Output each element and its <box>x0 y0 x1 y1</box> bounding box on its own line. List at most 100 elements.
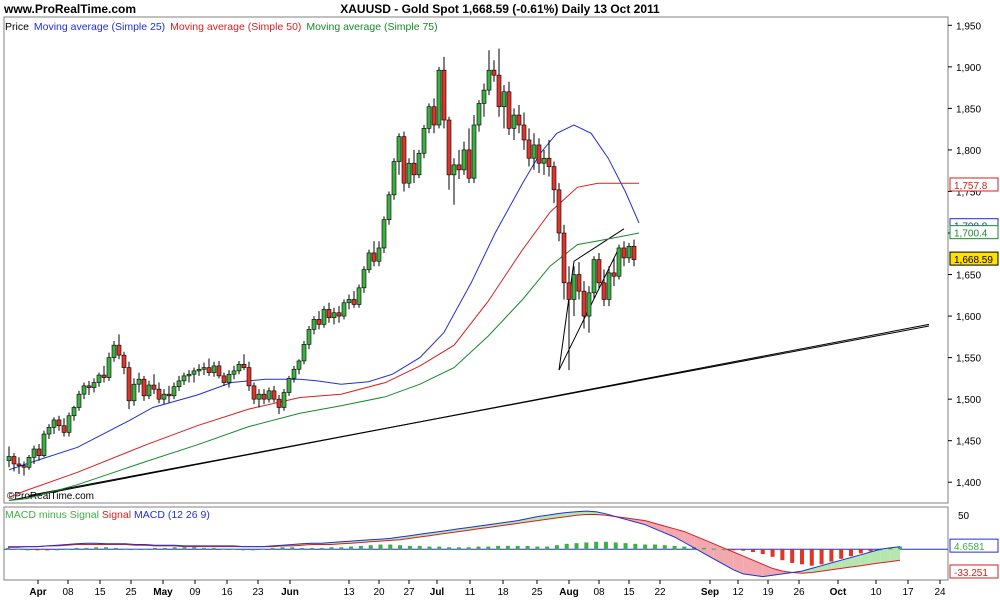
macd-hist-bar <box>162 547 167 550</box>
macd-hist-bar <box>55 549 60 551</box>
macd-hist-bar <box>790 549 795 563</box>
candle <box>106 352 112 381</box>
candle-body <box>341 302 347 317</box>
candle <box>286 375 292 396</box>
macd-hist-bar <box>202 547 207 550</box>
candle <box>306 326 312 350</box>
candle <box>336 306 342 323</box>
candle <box>161 389 167 405</box>
signal-value-tag: -33.251 <box>954 568 988 579</box>
macd-hist-bar <box>799 549 804 565</box>
candle <box>156 382 162 404</box>
macd-hist-bar <box>133 548 138 550</box>
macd-hist-bar <box>290 547 295 550</box>
candle-body <box>151 384 157 390</box>
candle-body <box>566 282 572 300</box>
x-tick-label: 16 <box>221 587 233 598</box>
candle <box>351 291 357 308</box>
candle-body <box>191 370 197 375</box>
x-tick-label: 24 <box>934 587 946 598</box>
candle-body <box>181 375 187 382</box>
macd-hist-bar <box>682 546 687 550</box>
candle <box>411 149 417 184</box>
macd-hist-bar <box>643 544 648 550</box>
y-tick-label: 1,400 <box>956 478 981 489</box>
x-tick-label: 13 <box>343 587 355 598</box>
candle-body <box>236 363 242 372</box>
candle <box>186 370 192 383</box>
candle <box>526 128 532 167</box>
macd-hist-bar <box>574 543 579 550</box>
candle-body <box>131 383 137 402</box>
price-panel-frame <box>3 16 949 504</box>
macd-hist-bar <box>123 548 128 550</box>
candle-body <box>221 375 227 383</box>
macd-legend: MACD minus Signal Signal MACD (12 26 9) <box>5 509 210 521</box>
x-tick-label: 20 <box>373 587 385 598</box>
candle <box>261 389 267 405</box>
macd-hist-bar <box>515 545 520 550</box>
candle-body <box>76 393 82 408</box>
macd-hist-bar <box>15 548 20 550</box>
ma50-value-tag: 1,757.8 <box>954 181 988 192</box>
candle-body <box>166 393 172 397</box>
y-tick-label: 1,650 <box>956 271 981 282</box>
candle <box>321 306 327 328</box>
candle <box>606 266 612 307</box>
legend-macd-hist: MACD minus Signal <box>5 509 99 521</box>
candle <box>221 372 227 386</box>
candle-body <box>511 114 517 129</box>
candle <box>381 216 387 253</box>
candle-body <box>116 344 122 356</box>
candle <box>591 256 597 300</box>
macd-hist-bar <box>829 549 834 562</box>
candle-body <box>606 272 612 300</box>
x-tick-label: 08 <box>593 587 605 598</box>
candle-body <box>141 378 147 397</box>
legend-ma50: Moving average (Simple 50) <box>170 21 302 33</box>
candle <box>386 191 392 225</box>
candle <box>466 128 472 184</box>
ma50-line <box>8 182 639 498</box>
x-tick-label: 25 <box>531 587 543 598</box>
candle-body <box>336 312 342 317</box>
candle-body <box>156 388 162 400</box>
macd-hist-bar <box>427 546 432 550</box>
candle-body <box>586 292 592 317</box>
candle-body <box>411 162 417 176</box>
candle <box>481 83 487 117</box>
x-tick-label: Apr <box>29 587 46 598</box>
candle-body <box>501 91 507 108</box>
x-tick-label: 15 <box>94 587 106 598</box>
candle <box>366 249 372 273</box>
macd-fill <box>743 556 753 576</box>
wedge-left-line <box>558 261 575 371</box>
candle-body <box>301 344 307 362</box>
candle-body <box>41 433 47 456</box>
candle-body <box>351 299 357 305</box>
candle <box>501 85 507 129</box>
candle <box>6 446 12 468</box>
candle-body <box>136 378 142 385</box>
candle <box>531 133 537 170</box>
macd-hist-bar <box>868 549 873 552</box>
candle-body <box>36 448 42 456</box>
candle <box>291 365 297 383</box>
y-tick-label: 1,600 <box>956 312 981 323</box>
macd-hist-bar <box>192 547 197 550</box>
macd-fill <box>880 547 891 563</box>
candle <box>131 378 137 406</box>
candle-body <box>386 194 392 221</box>
candle-body <box>581 290 587 317</box>
candle-body <box>201 367 207 370</box>
candle <box>26 454 32 470</box>
brand-text[interactable]: www.ProRealTime.com <box>4 2 137 16</box>
candle <box>136 372 142 393</box>
candle <box>596 252 602 290</box>
candle-body <box>451 164 457 176</box>
candle-body <box>286 378 292 393</box>
candle-body <box>506 91 512 129</box>
macd-fill <box>850 554 861 568</box>
macd-hist-bar <box>848 549 853 557</box>
